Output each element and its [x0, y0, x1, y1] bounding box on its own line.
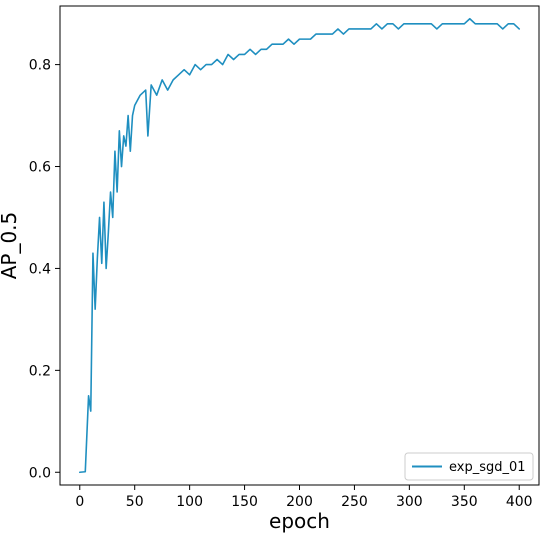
x-tick-label: 0	[75, 494, 84, 510]
y-tick-label: 0.2	[29, 363, 51, 379]
x-axis-label: epoch	[269, 509, 330, 533]
series-layer	[78, 17, 521, 474]
y-tick-label: 0.0	[29, 465, 51, 481]
y-axis-label: AP_0.5	[0, 212, 21, 280]
x-tick-label: 350	[451, 494, 478, 510]
x-tick-label: 400	[506, 494, 533, 510]
x-tick-label: 150	[231, 494, 258, 510]
x-tick-label: 200	[286, 494, 313, 510]
x-axis-ticks: 0 50 100 150 200 250 300 350 400	[75, 485, 533, 510]
y-axis-ticks: 0.0 0.2 0.4 0.6 0.8	[29, 58, 60, 481]
y-tick-label: 0.8	[29, 58, 51, 74]
y-tick-label: 0.4	[29, 261, 51, 277]
legend-entry-label: exp_sgd_01	[449, 460, 526, 475]
series-line-exp-sgd-01	[78, 17, 521, 474]
legend: exp_sgd_01	[404, 452, 534, 481]
x-tick-label: 100	[176, 494, 203, 510]
x-tick-label: 250	[341, 494, 368, 510]
x-tick-label: 300	[396, 494, 423, 510]
legend-frame	[404, 452, 534, 481]
y-tick-label: 0.6	[29, 160, 51, 176]
x-tick-label: 50	[126, 494, 144, 510]
